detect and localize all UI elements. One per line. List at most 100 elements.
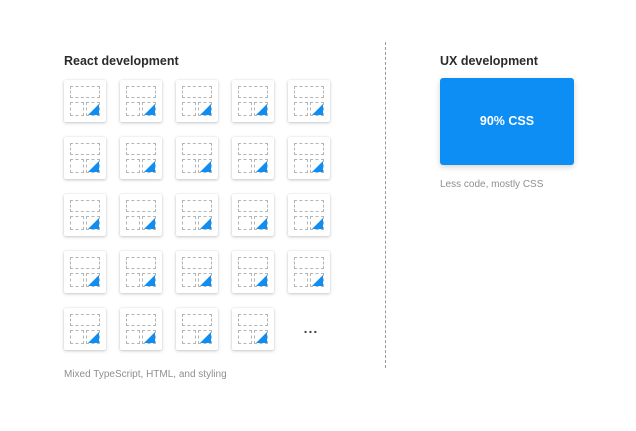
triangle-icon — [312, 104, 323, 115]
triangle-icon — [88, 104, 99, 115]
component-tile — [64, 251, 106, 293]
tile-style-box — [86, 273, 100, 287]
ux-heading: UX development — [440, 54, 538, 68]
section-divider — [385, 42, 386, 368]
tile-left-box — [126, 102, 140, 116]
tile-left-box — [70, 102, 84, 116]
tile-header-box — [70, 257, 100, 269]
tile-style-box — [254, 216, 268, 230]
tile-left-box — [238, 102, 252, 116]
component-tile — [288, 194, 330, 236]
tile-style-box — [198, 330, 212, 344]
triangle-icon — [312, 161, 323, 172]
tile-left-box — [182, 216, 196, 230]
tile-style-box — [198, 216, 212, 230]
component-tile — [232, 80, 274, 122]
tile-header-box — [294, 200, 324, 212]
tile-style-box — [254, 159, 268, 173]
tile-header-box — [238, 200, 268, 212]
triangle-icon — [256, 161, 267, 172]
tile-left-box — [126, 330, 140, 344]
tile-style-box — [310, 159, 324, 173]
triangle-icon — [144, 218, 155, 229]
tile-left-box — [238, 330, 252, 344]
tile-left-box — [70, 273, 84, 287]
component-tile — [232, 194, 274, 236]
component-tile — [120, 137, 162, 179]
tile-left-box — [294, 159, 308, 173]
component-tile — [64, 137, 106, 179]
component-tile — [232, 251, 274, 293]
triangle-icon — [200, 104, 211, 115]
tile-style-box — [310, 273, 324, 287]
react-caption: Mixed TypeScript, HTML, and styling — [64, 369, 227, 380]
tile-header-box — [126, 314, 156, 326]
tile-header-box — [238, 143, 268, 155]
tile-style-box — [198, 273, 212, 287]
tile-style-box — [86, 330, 100, 344]
tile-style-box — [142, 102, 156, 116]
tile-left-box — [70, 216, 84, 230]
tile-style-box — [142, 216, 156, 230]
triangle-icon — [88, 161, 99, 172]
triangle-icon — [144, 104, 155, 115]
component-tile — [176, 251, 218, 293]
css-box-label: 90% CSS — [479, 114, 535, 129]
tile-left-box — [126, 216, 140, 230]
tile-header-box — [238, 86, 268, 98]
tile-left-box — [294, 216, 308, 230]
tile-header-box — [182, 200, 212, 212]
component-tile — [288, 137, 330, 179]
tile-header-box — [70, 143, 100, 155]
triangle-icon — [312, 218, 323, 229]
component-tile — [120, 251, 162, 293]
tile-style-box — [86, 159, 100, 173]
triangle-icon — [88, 275, 99, 286]
triangle-icon — [256, 332, 267, 343]
triangle-icon — [312, 275, 323, 286]
tile-left-box — [182, 159, 196, 173]
tile-header-box — [126, 257, 156, 269]
tile-header-box — [182, 143, 212, 155]
tile-left-box — [238, 159, 252, 173]
component-tile — [64, 80, 106, 122]
component-tile — [232, 137, 274, 179]
react-heading: React development — [64, 54, 179, 68]
tile-style-box — [142, 330, 156, 344]
triangle-icon — [200, 332, 211, 343]
tile-header-box — [238, 314, 268, 326]
component-tile — [232, 308, 274, 350]
triangle-icon — [144, 275, 155, 286]
tile-header-box — [70, 200, 100, 212]
component-tile — [120, 194, 162, 236]
tile-style-box — [254, 102, 268, 116]
tile-left-box — [70, 330, 84, 344]
tile-left-box — [126, 159, 140, 173]
triangle-icon — [88, 218, 99, 229]
tile-header-box — [294, 143, 324, 155]
tile-style-box — [142, 273, 156, 287]
triangle-icon — [200, 218, 211, 229]
tile-style-box — [254, 330, 268, 344]
tile-style-box — [86, 216, 100, 230]
triangle-icon — [200, 161, 211, 172]
tile-left-box — [126, 273, 140, 287]
component-tile — [288, 80, 330, 122]
tile-style-box — [198, 102, 212, 116]
tile-header-box — [70, 86, 100, 98]
tile-header-box — [126, 200, 156, 212]
component-tile-grid — [64, 80, 336, 356]
tile-header-box — [294, 86, 324, 98]
component-tile — [176, 137, 218, 179]
triangle-icon — [256, 218, 267, 229]
tile-style-box — [254, 273, 268, 287]
tile-header-box — [238, 257, 268, 269]
tile-left-box — [182, 330, 196, 344]
tile-header-box — [182, 314, 212, 326]
tile-header-box — [182, 86, 212, 98]
triangle-icon — [256, 104, 267, 115]
component-tile — [288, 251, 330, 293]
tile-left-box — [294, 273, 308, 287]
triangle-icon — [88, 332, 99, 343]
